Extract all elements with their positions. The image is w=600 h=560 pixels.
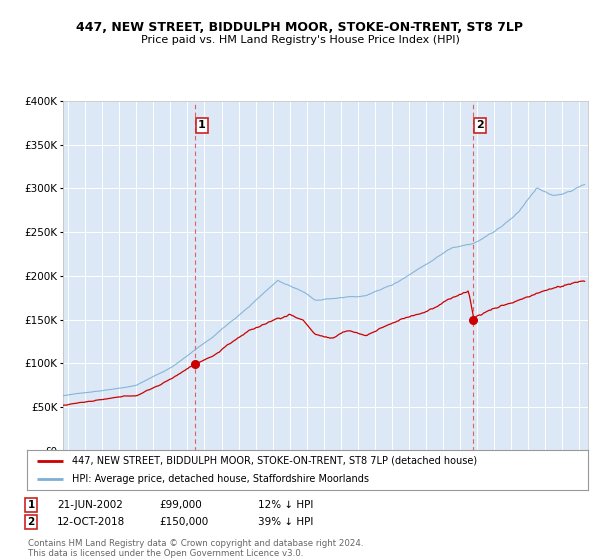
Text: Contains HM Land Registry data © Crown copyright and database right 2024.
This d: Contains HM Land Registry data © Crown c…	[28, 539, 364, 558]
Text: 1: 1	[198, 120, 206, 130]
Text: 1: 1	[28, 500, 35, 510]
Text: £150,000: £150,000	[159, 517, 208, 527]
Text: HPI: Average price, detached house, Staffordshire Moorlands: HPI: Average price, detached house, Staf…	[72, 474, 369, 484]
Text: 39% ↓ HPI: 39% ↓ HPI	[258, 517, 313, 527]
Text: 2: 2	[476, 120, 484, 130]
Text: 21-JUN-2002: 21-JUN-2002	[57, 500, 123, 510]
Text: 2: 2	[28, 517, 35, 527]
Text: £99,000: £99,000	[159, 500, 202, 510]
Text: 447, NEW STREET, BIDDULPH MOOR, STOKE-ON-TRENT, ST8 7LP: 447, NEW STREET, BIDDULPH MOOR, STOKE-ON…	[77, 21, 523, 34]
Text: 447, NEW STREET, BIDDULPH MOOR, STOKE-ON-TRENT, ST8 7LP (detached house): 447, NEW STREET, BIDDULPH MOOR, STOKE-ON…	[72, 456, 477, 465]
Text: Price paid vs. HM Land Registry's House Price Index (HPI): Price paid vs. HM Land Registry's House …	[140, 35, 460, 45]
Text: 12-OCT-2018: 12-OCT-2018	[57, 517, 125, 527]
Text: 12% ↓ HPI: 12% ↓ HPI	[258, 500, 313, 510]
